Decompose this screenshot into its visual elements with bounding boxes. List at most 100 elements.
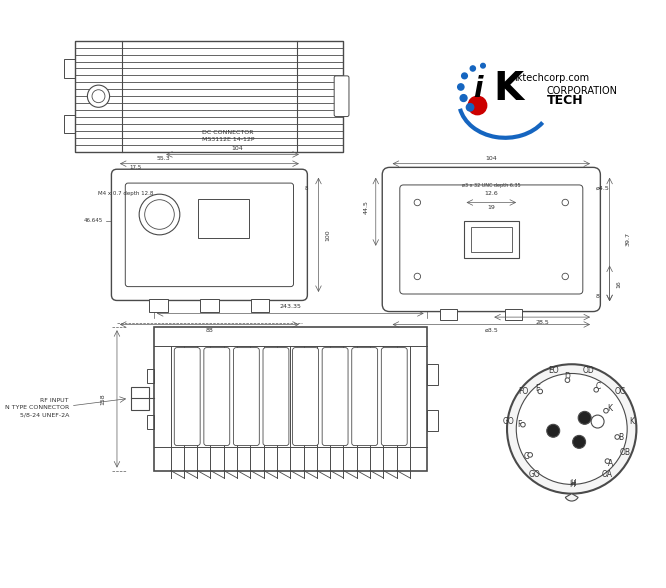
Circle shape (481, 64, 486, 68)
Bar (75, 41, 344, 152)
Text: K: K (493, 70, 523, 108)
Text: MS3112E 14-12P: MS3112E 14-12P (202, 137, 254, 142)
FancyBboxPatch shape (352, 348, 378, 446)
Circle shape (460, 95, 467, 102)
Text: OC: OC (614, 387, 625, 396)
Text: H: H (571, 479, 577, 488)
Bar (464, 221, 519, 258)
Text: DC CONNECTOR: DC CONNECTOR (202, 130, 254, 135)
Text: RF INPUT: RF INPUT (41, 398, 69, 403)
Bar (147, 250, 180, 278)
Bar (440, 309, 457, 320)
Text: 104: 104 (231, 146, 243, 151)
Circle shape (528, 453, 533, 457)
Circle shape (145, 200, 174, 229)
Text: 104: 104 (486, 156, 498, 161)
FancyBboxPatch shape (263, 348, 289, 446)
Circle shape (578, 412, 591, 425)
Circle shape (605, 459, 610, 463)
Bar (427, 410, 438, 431)
Text: 17.5: 17.5 (129, 165, 142, 170)
Text: A: A (607, 459, 613, 468)
FancyBboxPatch shape (233, 348, 259, 446)
Text: 100: 100 (325, 229, 330, 240)
Text: G: G (524, 452, 530, 462)
Bar (157, 254, 168, 273)
Bar (230, 250, 263, 278)
Circle shape (573, 436, 585, 449)
Circle shape (139, 194, 180, 235)
Text: GO: GO (529, 470, 541, 479)
Bar (65, 59, 75, 78)
FancyBboxPatch shape (334, 76, 349, 116)
FancyBboxPatch shape (204, 348, 230, 446)
Circle shape (594, 387, 599, 392)
Text: C: C (595, 382, 601, 391)
Bar (189, 250, 221, 278)
Text: 158: 158 (101, 393, 106, 405)
FancyBboxPatch shape (400, 185, 583, 294)
Circle shape (547, 425, 559, 437)
Text: 19: 19 (488, 205, 496, 209)
Text: E: E (535, 384, 540, 393)
Text: L: L (583, 415, 587, 421)
Circle shape (507, 364, 637, 494)
Text: H: H (569, 480, 575, 489)
Bar (200, 299, 218, 312)
Text: 243.35: 243.35 (279, 303, 301, 309)
Text: CORPORATION: CORPORATION (547, 86, 618, 96)
FancyBboxPatch shape (322, 348, 348, 446)
FancyBboxPatch shape (292, 348, 318, 446)
Text: ø4.5: ø4.5 (595, 186, 609, 191)
Bar (131, 387, 149, 410)
Circle shape (538, 389, 543, 394)
Circle shape (87, 85, 110, 107)
Bar (198, 199, 249, 238)
Bar (192, 254, 203, 273)
Bar (154, 328, 427, 470)
Text: iktechcorp.com: iktechcorp.com (514, 73, 589, 83)
Text: 12.6: 12.6 (484, 191, 498, 196)
Bar (151, 254, 161, 273)
Text: 8: 8 (305, 186, 308, 191)
Circle shape (468, 96, 487, 115)
Circle shape (562, 273, 569, 280)
Text: FO: FO (519, 387, 529, 396)
Bar (147, 369, 154, 383)
Text: J: J (578, 439, 580, 445)
Text: K: K (607, 405, 612, 413)
Circle shape (470, 66, 476, 71)
Bar (240, 254, 251, 273)
Wedge shape (565, 494, 578, 501)
Bar (427, 364, 438, 385)
Text: 44.5: 44.5 (364, 200, 369, 214)
Bar (233, 254, 244, 273)
FancyBboxPatch shape (174, 348, 200, 446)
Text: i: i (473, 75, 482, 103)
FancyBboxPatch shape (125, 183, 294, 286)
Text: 55.3: 55.3 (157, 156, 170, 161)
Text: N TYPE CONNECTOR: N TYPE CONNECTOR (5, 405, 69, 410)
Circle shape (603, 409, 608, 413)
Circle shape (414, 199, 421, 206)
Text: M4 x 0.7 depth 12.8: M4 x 0.7 depth 12.8 (99, 191, 154, 196)
Text: TECH: TECH (547, 94, 583, 108)
Text: 39.7: 39.7 (625, 232, 631, 246)
Circle shape (565, 378, 569, 382)
Text: 5/8-24 UNEF-2A: 5/8-24 UNEF-2A (19, 413, 69, 417)
Bar (149, 299, 168, 312)
Text: 46.645: 46.645 (84, 219, 103, 223)
Circle shape (92, 90, 105, 103)
Bar (65, 115, 75, 133)
Text: EO: EO (548, 366, 559, 376)
Circle shape (591, 415, 604, 428)
Text: 16: 16 (616, 280, 621, 288)
Text: B: B (618, 433, 623, 442)
Bar (505, 309, 521, 320)
Text: 88: 88 (206, 328, 213, 333)
Bar (471, 226, 511, 252)
FancyBboxPatch shape (382, 168, 600, 312)
Circle shape (516, 373, 627, 485)
Text: GO: GO (503, 417, 514, 426)
Text: M: M (550, 428, 556, 434)
